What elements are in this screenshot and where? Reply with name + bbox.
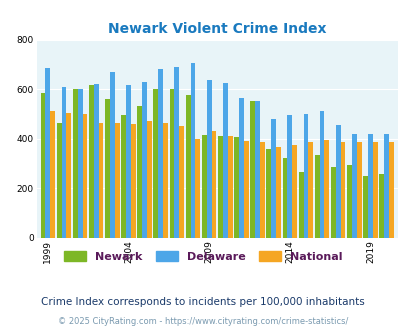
Bar bbox=[174, 67, 179, 238]
Bar bbox=[372, 142, 377, 238]
Bar bbox=[163, 122, 168, 238]
Bar bbox=[105, 99, 110, 238]
Bar bbox=[201, 135, 206, 238]
Title: Newark Violent Crime Index: Newark Violent Crime Index bbox=[108, 22, 326, 36]
Bar bbox=[66, 113, 71, 238]
Bar bbox=[335, 125, 340, 238]
Bar bbox=[292, 145, 296, 238]
Bar bbox=[142, 82, 147, 238]
Bar bbox=[94, 84, 98, 238]
Bar bbox=[351, 134, 356, 238]
Bar bbox=[72, 89, 77, 238]
Bar bbox=[206, 81, 211, 238]
Bar bbox=[50, 112, 55, 238]
Bar bbox=[137, 106, 142, 238]
Bar bbox=[319, 112, 324, 238]
Bar bbox=[388, 142, 393, 238]
Bar bbox=[243, 141, 248, 238]
Bar bbox=[147, 121, 151, 238]
Bar bbox=[57, 122, 62, 238]
Bar bbox=[324, 140, 328, 238]
Bar bbox=[330, 167, 335, 238]
Text: Crime Index corresponds to incidents per 100,000 inhabitants: Crime Index corresponds to incidents per… bbox=[41, 297, 364, 307]
Bar bbox=[77, 89, 82, 238]
Bar bbox=[211, 131, 216, 238]
Bar bbox=[222, 83, 227, 238]
Bar bbox=[303, 114, 307, 238]
Bar bbox=[130, 124, 135, 238]
Bar bbox=[227, 136, 232, 238]
Bar bbox=[234, 137, 239, 238]
Bar bbox=[190, 63, 195, 238]
Text: © 2025 CityRating.com - https://www.cityrating.com/crime-statistics/: © 2025 CityRating.com - https://www.city… bbox=[58, 317, 347, 326]
Bar bbox=[367, 134, 372, 238]
Legend: Newark, Delaware, National: Newark, Delaware, National bbox=[59, 247, 346, 267]
Bar bbox=[266, 148, 271, 238]
Bar bbox=[356, 142, 361, 238]
Bar bbox=[98, 122, 103, 238]
Bar bbox=[259, 142, 264, 238]
Bar bbox=[307, 142, 312, 238]
Bar bbox=[62, 86, 66, 238]
Bar bbox=[287, 115, 292, 238]
Bar bbox=[282, 158, 287, 238]
Bar bbox=[314, 155, 319, 238]
Bar bbox=[217, 136, 222, 238]
Bar bbox=[271, 119, 275, 238]
Bar bbox=[45, 68, 50, 238]
Bar bbox=[158, 69, 163, 238]
Bar bbox=[275, 147, 280, 238]
Bar bbox=[383, 134, 388, 238]
Bar bbox=[195, 139, 200, 238]
Bar bbox=[340, 142, 345, 238]
Bar bbox=[254, 102, 259, 238]
Bar bbox=[362, 176, 367, 238]
Bar bbox=[110, 72, 115, 238]
Bar bbox=[89, 85, 94, 238]
Bar bbox=[346, 165, 351, 238]
Bar bbox=[169, 89, 174, 238]
Bar bbox=[249, 102, 254, 238]
Bar bbox=[115, 122, 119, 238]
Bar bbox=[239, 98, 243, 238]
Bar bbox=[40, 93, 45, 238]
Bar bbox=[153, 89, 158, 238]
Bar bbox=[82, 114, 87, 238]
Bar bbox=[121, 115, 126, 238]
Bar bbox=[378, 175, 383, 238]
Bar bbox=[126, 85, 130, 238]
Bar bbox=[179, 126, 184, 238]
Bar bbox=[298, 172, 303, 238]
Bar bbox=[185, 95, 190, 238]
